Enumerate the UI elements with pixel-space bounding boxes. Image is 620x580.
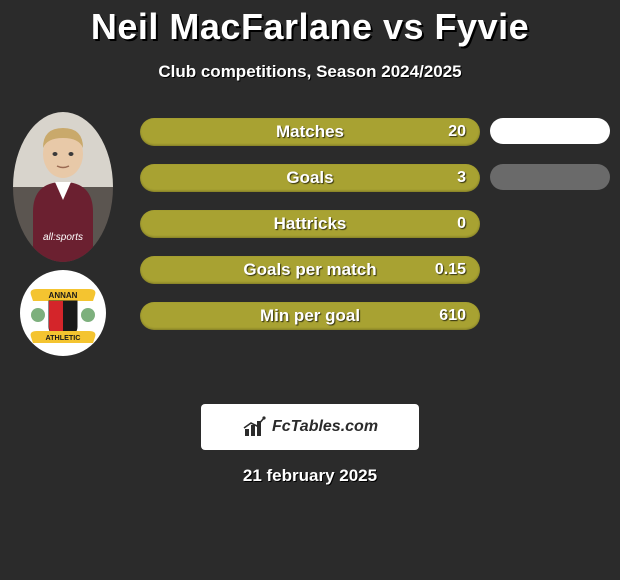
stat-value: 0.15 (435, 261, 466, 279)
stat-bar: Hattricks 0 (140, 210, 480, 238)
svg-text:ANNAN: ANNAN (49, 291, 78, 300)
avatar-column: all:sports ANNAN ATHLETIC (8, 112, 118, 356)
stat-value: 20 (448, 123, 466, 141)
stat-value: 3 (457, 169, 466, 187)
comparison-area: all:sports ANNAN ATHLETIC Matches 20 Goa… (0, 112, 620, 402)
svg-text:all:sports: all:sports (43, 232, 83, 243)
opponent-pill (490, 118, 610, 144)
stat-label: Matches (276, 122, 344, 142)
logo-text: FcTables.com (272, 418, 378, 436)
date-text: 21 february 2025 (0, 466, 620, 486)
opponent-pills (490, 118, 610, 210)
opponent-pill (490, 164, 610, 190)
stat-label: Goals per match (243, 260, 376, 280)
svg-text:ATHLETIC: ATHLETIC (46, 333, 81, 342)
badge-image: ANNAN ATHLETIC (23, 273, 103, 353)
page-title: Neil MacFarlane vs Fyvie (0, 0, 620, 48)
stat-value: 0 (457, 215, 466, 233)
stat-label: Hattricks (274, 214, 347, 234)
player-avatar: all:sports (13, 112, 113, 262)
stat-value: 610 (439, 307, 466, 325)
stat-bar: Min per goal 610 (140, 302, 480, 330)
stat-bars: Matches 20 Goals 3 Hattricks 0 Goals per… (140, 118, 480, 348)
subtitle: Club competitions, Season 2024/2025 (0, 62, 620, 82)
stat-bar: Goals 3 (140, 164, 480, 192)
avatar-image: all:sports (13, 112, 113, 262)
stat-bar: Matches 20 (140, 118, 480, 146)
stat-label: Goals (286, 168, 333, 188)
stat-bar: Goals per match 0.15 (140, 256, 480, 284)
stat-label: Min per goal (260, 306, 360, 326)
source-logo: FcTables.com (201, 404, 419, 450)
chart-icon (242, 414, 268, 440)
club-badge: ANNAN ATHLETIC (20, 270, 106, 356)
